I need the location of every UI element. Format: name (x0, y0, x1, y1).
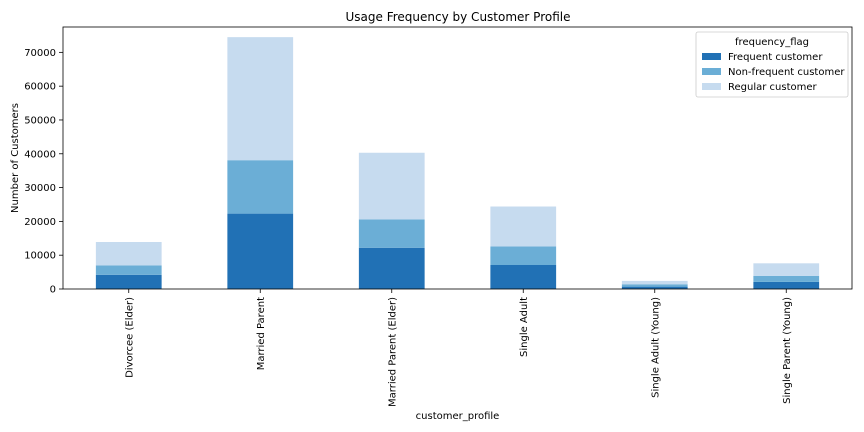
legend-box (695, 31, 849, 98)
x-axis-label: customer_profile (416, 411, 500, 422)
bar-1-5 (753, 275, 820, 282)
x-axis: Divorcee (Elder) Married Parent Married Pa… (124, 289, 793, 407)
legend-swatch-0 (702, 53, 721, 60)
x-tick-label-4: Single Adult (Young) (650, 297, 661, 398)
chart-title: Usage Frequency by Customer Profile (346, 10, 571, 24)
bar-2-1 (227, 37, 294, 161)
bar-2-4 (621, 280, 688, 285)
bar-1-2 (358, 219, 425, 248)
legend-label-0: Frequent customer (728, 52, 823, 63)
y-axis-label: Number of Customers (10, 103, 21, 213)
y-axis: 0 10000 20000 30000 40000 50000 60000 70000 (24, 48, 63, 296)
y-tick-label-6: 60000 (24, 82, 56, 93)
bar-1-3 (490, 246, 557, 265)
legend-title: frequency_flag (735, 37, 809, 48)
bar-0-3 (490, 264, 557, 289)
y-tick-label-0: 0 (50, 285, 56, 296)
y-tick-label-2: 20000 (24, 217, 56, 228)
x-tick-label-2: Married Parent (Elder) (387, 297, 398, 407)
x-tick-label-5: Single Parent (Young) (782, 297, 793, 404)
bar-2-2 (358, 152, 425, 220)
y-tick-label-3: 30000 (24, 183, 56, 194)
bar-1-0 (95, 265, 162, 275)
bars (95, 37, 820, 289)
bar-2-3 (490, 206, 557, 247)
bar-2-5 (753, 263, 820, 276)
bar-0-1 (227, 213, 294, 289)
legend-swatch-1 (702, 68, 721, 75)
legend-swatch-2 (702, 83, 721, 90)
x-tick-label-3: Single Adult (519, 297, 530, 357)
legend: frequency_flag Frequent customer Non-frequ… (695, 31, 849, 98)
bar-0-2 (358, 247, 425, 289)
plot-frame (62, 26, 853, 290)
legend-label-1: Non-frequent customer (728, 67, 845, 78)
bar-1-1 (227, 160, 294, 214)
x-tick-label-1: Married Parent (256, 297, 267, 370)
y-tick-label-5: 50000 (24, 115, 56, 126)
y-tick-label-4: 40000 (24, 149, 56, 160)
x-tick-label-0: Divorcee (Elder) (124, 297, 135, 378)
bar-0-5 (753, 281, 820, 289)
bar-0-0 (95, 274, 162, 289)
y-tick-label-7: 70000 (24, 48, 56, 59)
bar-0-4 (621, 286, 688, 289)
bar-1-4 (621, 284, 688, 287)
y-tick-label-1: 10000 (24, 251, 56, 262)
legend-label-2: Regular customer (728, 82, 818, 93)
bar-2-0 (95, 242, 162, 266)
